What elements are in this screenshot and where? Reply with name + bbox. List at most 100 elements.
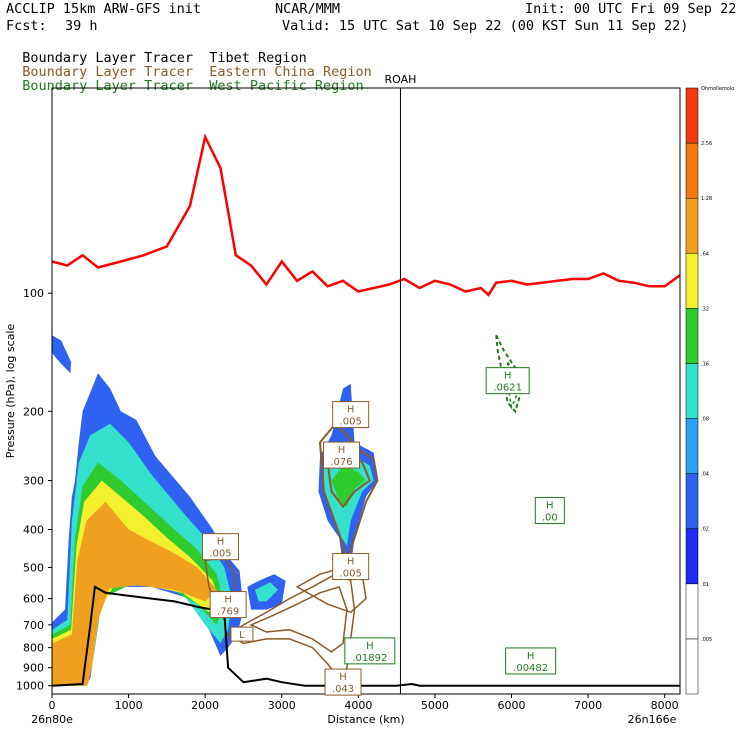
colorbar-swatch <box>685 87 699 144</box>
colorbar-label: .08 <box>701 417 709 423</box>
x-tick-label: 0 <box>49 699 56 712</box>
annotation-box <box>332 401 370 429</box>
legend-prefix: Boundary Layer Tracer <box>22 64 193 80</box>
init-time: Init: 00 UTC Fri 09 Sep 22 <box>525 1 737 17</box>
fcst-hour: 39 h <box>65 18 98 34</box>
annotation-box <box>344 637 396 665</box>
annotation-kind: H <box>338 445 346 456</box>
colorbar-label: .005 <box>701 637 712 643</box>
annotation-value: .769 <box>217 607 239 618</box>
y-tick-label: 800 <box>23 642 44 655</box>
x-tick-label: 5000 <box>421 699 449 712</box>
tracer-fill <box>52 335 378 686</box>
annotation-value: .005 <box>340 569 362 580</box>
annotation-box <box>230 626 254 642</box>
colorbar-label: 2.56 <box>701 141 712 147</box>
colorbar-label: .64 <box>701 251 709 257</box>
colorbar-swatch <box>685 638 699 695</box>
eastern-china-contour <box>295 566 367 614</box>
annotation-kind: H <box>504 371 512 382</box>
annotation-kind: H <box>527 651 535 662</box>
profile-lines <box>51 88 681 694</box>
annotation-value: .0621 <box>493 383 522 394</box>
colorbar-label: .32 <box>701 306 709 312</box>
x-tick-label: 6000 <box>498 699 526 712</box>
axes: 0 1000 2000 3000 4000 5000 6000 7000 8000 100 200 3… <box>16 287 679 712</box>
terrain-line <box>51 585 680 687</box>
colorbar: .005 .01 .02 .04 .08 .16 .32 .64 1.28 2.56 Ohmolle… <box>685 86 734 695</box>
annotation-kind: H <box>347 557 355 568</box>
x-tick-label: 1000 <box>115 699 143 712</box>
legend-prefix: Boundary Layer Tracer <box>22 50 193 66</box>
x-tick-label: 8000 <box>651 699 679 712</box>
x-tick-label: 7000 <box>574 699 602 712</box>
y-tick-label: 500 <box>23 562 44 575</box>
tracer-fill-tower-green <box>331 465 366 507</box>
annotations: H.005H.769LH.005H.076H.005H.043H.0621H.0… <box>201 367 565 696</box>
colorbar-label: .04 <box>701 472 709 478</box>
legend-west-pacific: Boundary Layer Tracer West Pacific Regio… <box>6 65 364 94</box>
y-axis-title: Pressure (hPa), log scale <box>4 324 17 459</box>
colorbar-swatch <box>685 142 699 199</box>
fcst-label: Fcst: <box>6 18 47 34</box>
tracer-fill-orange <box>52 501 217 686</box>
legend-region: West Pacific Region <box>209 78 364 94</box>
y-tick-label: 200 <box>23 405 44 418</box>
annotation-box <box>534 497 565 525</box>
x-end-label: 26n166e <box>628 713 677 726</box>
annotation-box <box>322 441 360 469</box>
legend-tibet: Boundary Layer Tracer Tibet Region <box>6 37 307 65</box>
annotation-kind: H <box>217 537 225 548</box>
eastern-china-contour <box>249 585 348 653</box>
annotation-kind: L <box>239 630 245 641</box>
annotation-box <box>209 591 247 619</box>
annotation-kind: H <box>546 501 554 512</box>
x-tick-label: 2000 <box>191 699 219 712</box>
legend-region: Eastern China Region <box>209 64 372 80</box>
tracer-fill-streak <box>52 335 72 374</box>
colorbar-swatch <box>685 363 699 419</box>
colorbar-swatch <box>685 583 699 640</box>
annotation-kind: H <box>339 672 347 683</box>
x-axis-title: Distance (km) <box>327 713 404 726</box>
colorbar-label: .01 <box>701 582 709 588</box>
y-tick-label: 900 <box>23 662 44 675</box>
colorbar-swatch <box>685 418 699 474</box>
colorbar-label: Ohmollemolo <box>701 86 734 92</box>
x-tick-label: 3000 <box>268 699 296 712</box>
annotation-value: .005 <box>209 549 231 560</box>
y-tick-label: 600 <box>23 593 44 606</box>
legend-region: Tibet Region <box>209 50 307 66</box>
y-tick-label: 1000 <box>16 680 44 693</box>
annotation-box <box>505 647 557 675</box>
west-pacific-contour <box>495 334 525 414</box>
annotation-box <box>332 553 370 581</box>
annotation-kind: H <box>366 641 374 652</box>
annotation-value: .043 <box>332 684 354 695</box>
annotation-value: .076 <box>330 457 352 468</box>
y-tick-label: 400 <box>23 524 44 537</box>
colorbar-swatch <box>685 528 699 585</box>
colorbar-swatch <box>685 197 699 254</box>
eastern-china-contour <box>226 573 356 680</box>
marker-label: ROAH <box>385 73 417 86</box>
annotation-kind: H <box>347 405 355 416</box>
legend-eastern-china: Boundary Layer Tracer Eastern China Regi… <box>6 51 372 79</box>
valid-time: Valid: 15 UTC Sat 10 Sep 22 (00 KST Sun … <box>282 18 689 34</box>
annotation-box <box>324 668 362 696</box>
y-tick-label: 100 <box>23 287 44 300</box>
model-title: ACCLIP 15km ARW-GFS init <box>6 1 202 17</box>
colorbar-label: 1.28 <box>701 196 712 202</box>
tropopause-line <box>51 133 681 297</box>
plot-frame <box>51 87 681 695</box>
annotation-value: .01892 <box>352 653 387 664</box>
colorbar-label: .16 <box>701 361 709 367</box>
annotation-value: .00482 <box>513 663 548 674</box>
colorbar-swatch <box>685 473 699 529</box>
eastern-china-contour <box>318 422 379 564</box>
colorbar-swatch <box>685 253 699 309</box>
colorbar-swatch <box>685 308 699 364</box>
x-start-label: 26n80e <box>31 713 73 726</box>
x-tick-label: 4000 <box>344 699 372 712</box>
